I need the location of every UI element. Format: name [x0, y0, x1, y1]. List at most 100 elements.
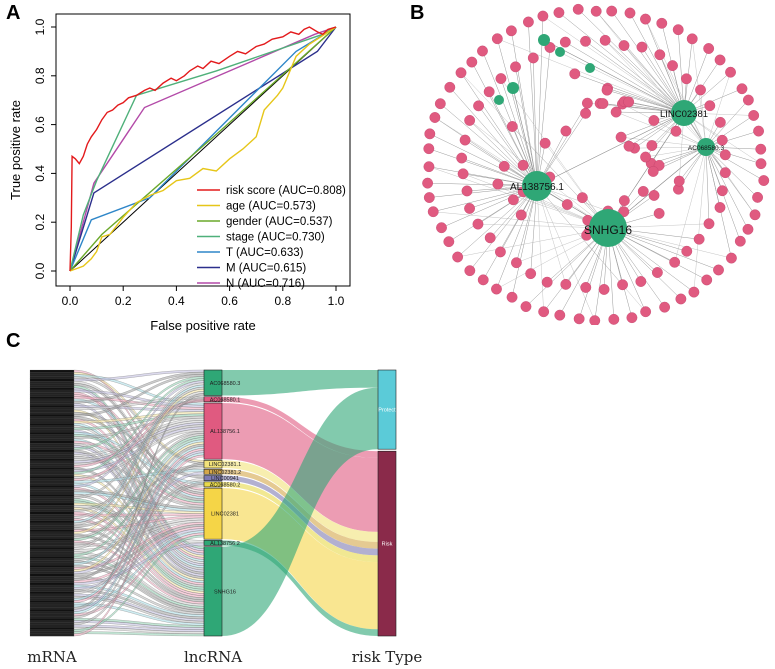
network-edge: [605, 40, 707, 148]
sankey-risk-label: Protect: [378, 408, 396, 414]
sankey-mrna-node: [29, 633, 75, 637]
network-edge: [429, 133, 538, 187]
network-node: [491, 33, 503, 45]
network-edge: [705, 115, 754, 148]
sankey-mrna-node: [29, 602, 75, 606]
network-edge: [677, 29, 685, 114]
sankey-mrna-node: [29, 615, 75, 619]
network-node: [714, 54, 726, 66]
network-node: [656, 17, 668, 29]
sankey-mrna-node: [29, 627, 75, 630]
sankey-mrna-node: [29, 400, 75, 404]
network-node: [456, 152, 468, 164]
network-node: [477, 45, 488, 57]
sankey-mrna-node: [29, 418, 75, 422]
network-node: [670, 125, 682, 137]
network-edge: [705, 146, 764, 181]
sankey-mrna-node: [29, 416, 75, 420]
network-node: [640, 306, 652, 318]
network-node: [461, 185, 473, 197]
roc-series-line: [69, 26, 337, 272]
network-node: [618, 195, 630, 207]
network-edge: [705, 146, 761, 150]
network-edge: [542, 15, 685, 114]
network-node: [598, 284, 610, 295]
sankey-mrna-node: [29, 387, 75, 391]
network-edge: [536, 185, 567, 285]
network-edge: [674, 146, 707, 263]
network-edge: [705, 72, 731, 148]
network-node: [636, 41, 648, 53]
network-edge: [605, 40, 685, 114]
network-node: [640, 151, 651, 163]
sankey-mrna-node: [29, 511, 75, 515]
sankey-axis-label: risk Type: [352, 648, 423, 666]
sankey-mrna-node: [29, 376, 75, 380]
network-edge: [634, 146, 707, 149]
sankey-mrna-node: [29, 558, 75, 561]
roc-legend-label: risk score (AUC=0.808): [226, 185, 346, 197]
sankey-mrna-node: [29, 529, 75, 533]
sankey-mrna-node: [29, 502, 75, 506]
network-node: [527, 52, 539, 64]
network-node: [703, 43, 715, 54]
network-node: [659, 301, 671, 313]
network-node: [580, 35, 591, 47]
network-edge: [611, 10, 685, 114]
network-edge: [705, 146, 756, 215]
panel-label-b: B: [410, 2, 425, 24]
network-node: [573, 313, 585, 325]
network-node: [752, 191, 763, 203]
sankey-mrna-node: [29, 485, 75, 488]
network-node: [608, 313, 620, 325]
roc-legend-label: age (AUC=0.573): [226, 201, 316, 213]
roc-y-tick-label: 0.0: [33, 262, 47, 279]
network-edge: [457, 185, 538, 258]
sankey-mrna-node: [29, 378, 75, 382]
network-node: [541, 276, 553, 288]
roc-legend-label: N (AUC=0.716): [226, 278, 305, 290]
sankey-mrna-node: [29, 604, 75, 608]
network-node: [572, 3, 584, 15]
sankey-mrna-node: [29, 600, 75, 604]
sankey-mrna-node: [29, 593, 75, 597]
roc-x-tick-label: 0.8: [274, 294, 291, 308]
sankey-mrna-node: [29, 507, 75, 510]
sankey-mrna-node: [29, 487, 75, 490]
network-edge: [497, 38, 685, 114]
network-node: [726, 252, 737, 264]
network-node: [466, 56, 478, 68]
network-node: [560, 278, 572, 290]
network-node: [716, 134, 728, 146]
roc-y-tick-label: 1.0: [33, 18, 47, 35]
network-node: [610, 106, 622, 118]
network-node: [701, 274, 713, 286]
sankey-lncrna-label: AC068580.2: [210, 482, 241, 488]
network-node: [553, 7, 565, 18]
sankey-mrna-node: [29, 467, 75, 471]
network-node: [686, 33, 698, 45]
roc-legend: risk score (AUC=0.808) age (AUC=0.573) gen…: [197, 185, 346, 290]
sankey-mrna-node: [29, 580, 75, 584]
sankey-mrna-node: [29, 520, 75, 524]
sankey-mrna-node: [29, 629, 75, 632]
sankey-mrna-node: [29, 489, 75, 493]
network-edge: [558, 12, 685, 114]
sankey-mrna-node: [29, 372, 75, 375]
roc-x-tick-label: 0.2: [115, 294, 132, 308]
network-edge: [629, 12, 685, 114]
network-edge: [469, 120, 538, 187]
sankey-lncrna-node: [203, 481, 223, 488]
network-node: [673, 175, 685, 187]
network-edge: [549, 47, 685, 114]
sankey-lncrna-label: LINC02381.2: [209, 470, 241, 476]
sankey-mrna-node: [29, 509, 75, 513]
sankey-mrna-node: [29, 567, 75, 570]
network-node: [427, 206, 439, 218]
sankey-mrna-node: [29, 458, 75, 462]
sankey-mrna-node: [29, 549, 75, 553]
network-node: [491, 283, 502, 295]
network-node: [647, 166, 659, 177]
network-node: [623, 96, 635, 108]
network-edge: [428, 148, 538, 187]
